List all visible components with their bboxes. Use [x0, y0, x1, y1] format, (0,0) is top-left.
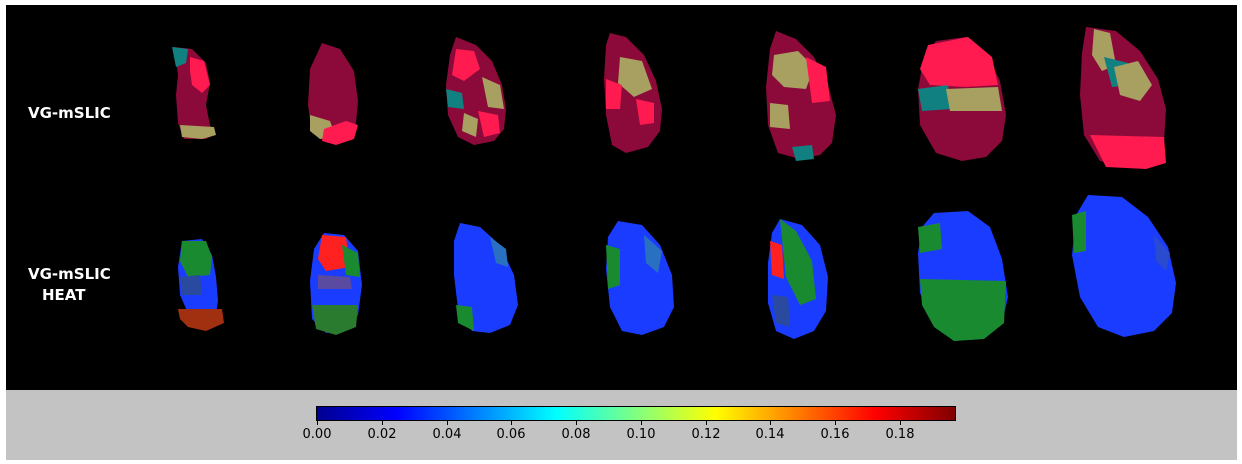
colorbar-tick-label: 0.00 [302, 427, 332, 442]
segmentation-slice-4 [604, 33, 662, 153]
colorbar [316, 406, 956, 421]
colorbar-tick [900, 421, 901, 425]
colorbar-tick [835, 421, 836, 425]
row-label-line-2: HEAT [42, 286, 86, 304]
segmentation-slice-3 [446, 37, 506, 145]
colorbar-tick [511, 421, 512, 425]
heat-slice-3 [454, 223, 518, 333]
colorbar-tick-label: 0.18 [885, 427, 915, 442]
row-label-line-1: VG-mSLIC [28, 265, 111, 283]
heat-slice-7 [1072, 195, 1176, 337]
heat-slice-2 [310, 233, 362, 335]
colorbar-tick-label: 0.16 [820, 427, 850, 442]
segmentation-slice-2 [308, 43, 358, 145]
segmentation-slice-6 [918, 37, 1006, 161]
colorbar-tick [641, 421, 642, 425]
colorbar-tick [447, 421, 448, 425]
colorbar-tick [706, 421, 707, 425]
heat-slice-1 [178, 239, 224, 331]
colorbar-tick [770, 421, 771, 425]
colorbar-area: 0.00 0.02 0.04 0.06 0.08 0.10 0.12 0.14 0.16 0.18 [6, 390, 1237, 460]
colorbar-tick-label: 0.04 [432, 427, 462, 442]
colorbar-tick [382, 421, 383, 425]
segmentation-slice-5 [766, 31, 836, 161]
row-label-vg-mslic-heat: VG-mSLIC HEAT [28, 264, 111, 306]
colorbar-tick-label: 0.02 [367, 427, 397, 442]
colorbar-tick-label: 0.06 [496, 427, 526, 442]
colorbar-tick-label: 0.08 [561, 427, 591, 442]
segmentation-slice-7 [1080, 27, 1166, 169]
segmentation-row [172, 27, 1166, 169]
image-panel: VG-mSLIC VG-mSLIC HEAT [6, 5, 1237, 390]
heat-row [178, 195, 1176, 341]
heat-slice-6 [918, 211, 1008, 341]
heat-slice-4 [606, 221, 674, 335]
row-label-vg-mslic: VG-mSLIC [28, 104, 111, 122]
colorbar-tick [317, 421, 318, 425]
colorbar-tick-label: 0.12 [691, 427, 721, 442]
colorbar-tick-label: 0.10 [626, 427, 656, 442]
segmentation-slice-1 [172, 47, 216, 139]
colorbar-tick [576, 421, 577, 425]
heat-slice-5 [768, 219, 828, 339]
figure: VG-mSLIC VG-mSLIC HEAT [6, 5, 1237, 460]
colorbar-tick-label: 0.14 [755, 427, 785, 442]
